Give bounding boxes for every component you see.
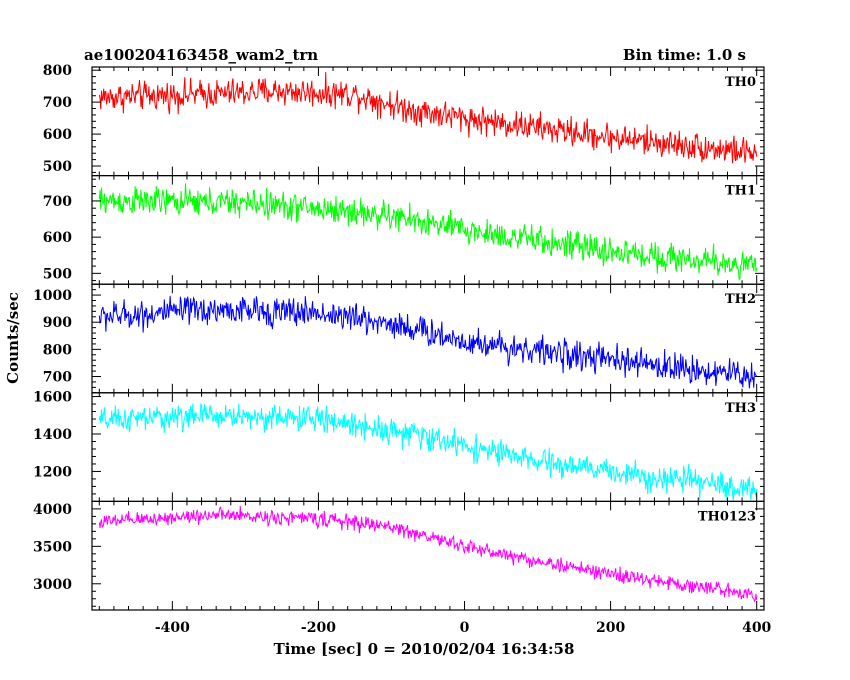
panel-th1: 500 600 700 TH1 (43, 175, 765, 285)
panel-label-th0123: TH0123 (698, 509, 756, 524)
x-axis: -400 -200 0 200 400 (155, 620, 772, 636)
series-line-th1 (98, 183, 758, 281)
y-tick-label: 600 (43, 127, 72, 143)
x-tick-label: 200 (596, 620, 625, 636)
panel-frame (91, 66, 765, 177)
panel-label-th3: TH3 (725, 401, 756, 416)
y-tick-label: 900 (43, 315, 72, 331)
x-tick-label: -200 (301, 620, 336, 636)
y-tick-label: 3000 (33, 577, 72, 593)
x-axis-title: Time [sec] 0 = 2010/02/04 16:34:58 (274, 640, 575, 658)
y-tick-label: 800 (43, 63, 72, 79)
y-tick-label: 600 (43, 230, 72, 246)
y-tick-label: 1200 (33, 464, 72, 480)
x-tick-label: 0 (460, 620, 470, 636)
panels-group: 500 600 700 800 TH0 500 600 700 TH1 700 800 900 1000… (33, 63, 765, 611)
y-tick-label: 1000 (33, 288, 72, 304)
observation-title: ae100204163458_wam2_trn (84, 46, 318, 64)
panel-th3: 1200 1400 1600 TH3 (33, 390, 765, 502)
panel-th0123: 3000 3500 4000 TH0123 (33, 500, 765, 611)
panel-th0: 500 600 700 800 TH0 (43, 63, 765, 177)
y-axis-title: Counts/sec (4, 292, 22, 384)
y-tick-label: 3500 (33, 539, 72, 555)
x-tick-label: -400 (155, 620, 190, 636)
y-tick-label: 500 (43, 266, 72, 282)
y-tick-label: 800 (43, 342, 72, 358)
y-tick-label: 1400 (33, 427, 72, 443)
series-line-th2 (98, 295, 758, 389)
series-line-th0 (98, 72, 758, 164)
y-tick-label: 700 (43, 370, 72, 386)
panel-frame (91, 175, 765, 285)
y-tick-label: 700 (43, 95, 72, 111)
panel-label-th2: TH2 (725, 292, 756, 307)
y-tick-label: 1600 (33, 390, 72, 406)
series-line-th0123 (98, 505, 758, 603)
panel-th2: 700 800 900 1000 TH2 (33, 283, 765, 394)
x-tick-label: 400 (742, 620, 771, 636)
panel-frame (91, 500, 765, 611)
series-line-th3 (98, 403, 758, 501)
panel-label-th0: TH0 (725, 75, 756, 90)
panel-label-th1: TH1 (725, 184, 756, 199)
y-tick-label: 700 (43, 194, 72, 210)
y-tick-label: 4000 (33, 502, 72, 518)
y-tick-label: 500 (43, 159, 72, 175)
bin-time-label: Bin time: 1.0 s (623, 46, 746, 64)
